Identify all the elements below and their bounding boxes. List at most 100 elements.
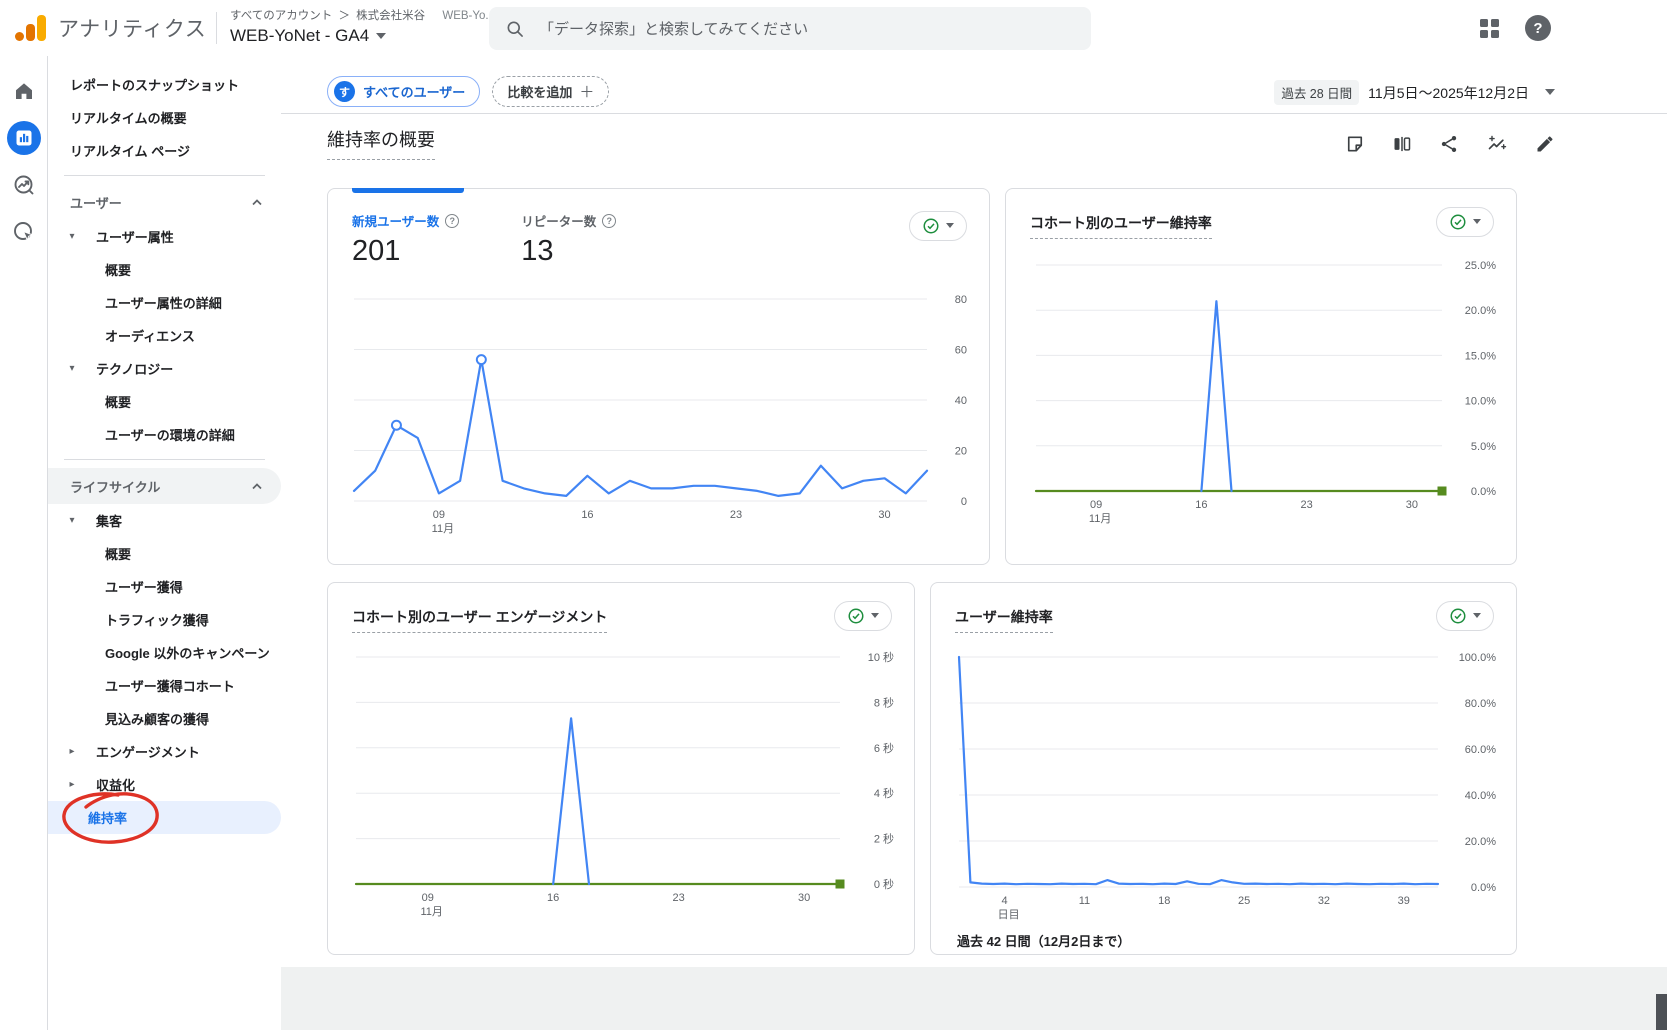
chevron-down-icon xyxy=(1473,613,1481,622)
account-switcher[interactable]: すべてのアカウント ＞ 株式会社米谷 WEB-Yo... WEB-YoNet -… xyxy=(230,7,495,46)
card-title[interactable]: ユーザー維持率 xyxy=(955,607,1053,633)
sidebar-item-monetization[interactable]: ▸ 収益化 xyxy=(48,768,281,801)
chevron-down-icon xyxy=(946,223,954,232)
svg-text:20: 20 xyxy=(955,446,967,458)
svg-text:80: 80 xyxy=(955,294,967,306)
svg-text:16: 16 xyxy=(581,509,593,521)
header-rule xyxy=(281,113,1667,114)
sidebar-item-technology-overview[interactable]: 概要 xyxy=(105,395,132,410)
add-comparison-button[interactable]: 比較を追加 ＋ xyxy=(492,76,610,107)
help-icon[interactable]: ? xyxy=(602,213,617,228)
search-input[interactable]: 「データ探索」と検索してみてください xyxy=(489,7,1091,50)
svg-text:39: 39 xyxy=(1398,895,1410,907)
expand-arrow-icon: ▾ xyxy=(69,231,75,242)
user-retention-line-chart[interactable]: 0.0% 20.0% 40.0% 60.0% 80.0% 100.0% 4 日目 11 18 25 3… xyxy=(945,647,1504,935)
sidebar-item-user-attributes-overview[interactable]: 概要 xyxy=(105,263,132,278)
help-icon[interactable]: ? xyxy=(1525,15,1551,41)
sidebar-item-user-attributes[interactable]: ▾ ユーザー属性 xyxy=(48,220,281,253)
sidebar-item-engagement[interactable]: ▸ エンゲージメント xyxy=(48,735,281,768)
card-cohort-user-retention: コホート別のユーザー維持率 0.0% 5.0% 10.0% 15.0% 20.0% 25.… xyxy=(1005,188,1517,565)
svg-text:11月: 11月 xyxy=(420,906,442,918)
svg-text:11月: 11月 xyxy=(1089,513,1111,525)
svg-text:8 秒: 8 秒 xyxy=(874,695,894,709)
sidebar-item-report-snapshot[interactable]: レポートのスナップショット xyxy=(70,78,240,93)
new-users-line-chart[interactable]: 0 20 40 60 80 09 11月 16 23 30 xyxy=(344,291,975,553)
reports-icon[interactable] xyxy=(6,121,41,155)
data-quality-dropdown-button[interactable] xyxy=(909,211,967,241)
home-icon[interactable] xyxy=(7,74,41,108)
card-title[interactable]: コホート別のユーザー エンゲージメント xyxy=(352,607,608,633)
explore-icon[interactable] xyxy=(7,168,41,202)
sidebar-item-user-acquisition-cohorts[interactable]: ユーザー獲得コホート xyxy=(105,679,235,694)
svg-text:18: 18 xyxy=(1158,895,1170,907)
chevron-down-icon xyxy=(871,613,879,622)
sidebar-section-user[interactable]: ユーザー xyxy=(48,184,281,220)
sidebar-item-realtime-overview[interactable]: リアルタイムの概要 xyxy=(70,111,187,126)
chevron-down-icon xyxy=(1545,89,1555,100)
check-circle-icon xyxy=(848,608,864,624)
advertising-icon[interactable] xyxy=(7,215,41,249)
logo-area[interactable]: アナリティクス xyxy=(14,0,206,56)
all-users-chip[interactable]: す すべてのユーザー xyxy=(327,76,481,107)
date-range-picker[interactable]: 過去 28 日間 11月5日～2025年12月2日 xyxy=(1274,80,1555,105)
sidebar-item-acquisition[interactable]: ▾ 集客 xyxy=(48,504,281,537)
sidebar-item-realtime-pages[interactable]: リアルタイム ページ xyxy=(70,144,190,159)
note-icon[interactable] xyxy=(1345,134,1365,154)
report-sidebar: レポートのスナップショット リアルタイムの概要 リアルタイム ページ ユーザー … xyxy=(48,56,281,1030)
sidebar-item-lead-generation[interactable]: 見込み顧客の獲得 xyxy=(105,712,210,727)
sidebar-item-audiences[interactable]: オーディエンス xyxy=(105,329,195,344)
svg-text:0: 0 xyxy=(961,496,967,508)
data-quality-dropdown-button[interactable] xyxy=(1436,207,1494,237)
svg-text:16: 16 xyxy=(547,892,559,904)
sidebar-item-user-acquisition[interactable]: ユーザー獲得 xyxy=(105,580,183,595)
svg-text:30: 30 xyxy=(798,892,810,904)
svg-text:100.0%: 100.0% xyxy=(1459,652,1497,664)
metric-value-new-users: 201 xyxy=(352,235,401,267)
svg-text:10 秒: 10 秒 xyxy=(868,650,894,664)
comparison-icon[interactable] xyxy=(1392,134,1412,154)
svg-text:0.0%: 0.0% xyxy=(1471,486,1496,498)
svg-text:23: 23 xyxy=(730,509,742,521)
svg-text:4 秒: 4 秒 xyxy=(874,786,894,800)
share-icon[interactable] xyxy=(1439,134,1459,154)
search-icon xyxy=(507,21,523,37)
svg-text:60: 60 xyxy=(955,345,967,357)
svg-text:15.0%: 15.0% xyxy=(1465,350,1496,362)
help-icon[interactable]: ? xyxy=(445,213,460,228)
collapse-arrow-icon: ▸ xyxy=(69,779,75,790)
sidebar-item-acquisition-overview[interactable]: 概要 xyxy=(105,547,132,562)
edit-icon[interactable] xyxy=(1535,134,1555,154)
sidebar-divider xyxy=(64,175,265,176)
cohort-engagement-line-chart[interactable]: 0 秒 2 秒 4 秒 6 秒 8 秒 10 秒 09 11月 16 23 30 xyxy=(342,647,902,932)
card-title[interactable]: コホート別のユーザー維持率 xyxy=(1030,213,1212,239)
chevron-up-icon xyxy=(252,483,262,490)
expand-arrow-icon: ▾ xyxy=(69,515,75,526)
app-bar: アナリティクス すべてのアカウント ＞ 株式会社米谷 WEB-Yo... WEB… xyxy=(0,0,1667,56)
svg-text:80.0%: 80.0% xyxy=(1465,698,1496,710)
insights-icon[interactable] xyxy=(1486,134,1508,154)
data-quality-dropdown-button[interactable] xyxy=(834,601,892,631)
sidebar-section-lifecycle[interactable]: ライフサイクル xyxy=(48,468,281,504)
property-selector[interactable]: WEB-YoNet - GA4 xyxy=(230,26,370,45)
svg-text:25.0%: 25.0% xyxy=(1465,260,1496,272)
sidebar-item-traffic-acquisition[interactable]: トラフィック獲得 xyxy=(105,613,209,628)
check-circle-icon xyxy=(1450,214,1466,230)
cohort-retention-line-chart[interactable]: 0.0% 5.0% 10.0% 15.0% 20.0% 25.0% 09 11月 16 23 30 xyxy=(1020,251,1504,541)
sidebar-item-retention[interactable]: 維持率 xyxy=(48,801,281,834)
sidebar-item-technology[interactable]: ▾ テクノロジー xyxy=(48,352,281,385)
sidebar-item-tech-details[interactable]: ユーザーの環境の詳細 xyxy=(105,428,235,443)
sidebar-item-demographic-details[interactable]: ユーザー属性の詳細 xyxy=(105,296,222,311)
diagnostics-grid-icon[interactable] xyxy=(1480,18,1499,38)
svg-text:60.0%: 60.0% xyxy=(1465,744,1496,756)
data-quality-dropdown-button[interactable] xyxy=(1436,601,1494,631)
metric-tab-returning-users[interactable]: リピーター数 ? 13 xyxy=(521,211,617,268)
metric-tab-new-users[interactable]: 新規ユーザー数 ? 201 xyxy=(352,211,460,268)
page-title: 維持率の概要 xyxy=(327,126,435,160)
collapse-arrow-icon: ▸ xyxy=(69,746,75,757)
scrollbar-thumb[interactable] xyxy=(1656,994,1667,1030)
metric-value-returning-users: 13 xyxy=(521,235,554,267)
svg-text:2 秒: 2 秒 xyxy=(874,832,894,846)
chevron-down-icon xyxy=(376,32,387,44)
sidebar-item-non-google-campaigns[interactable]: Google 以外のキャンペーン xyxy=(105,646,270,661)
sidebar-divider xyxy=(64,459,265,460)
